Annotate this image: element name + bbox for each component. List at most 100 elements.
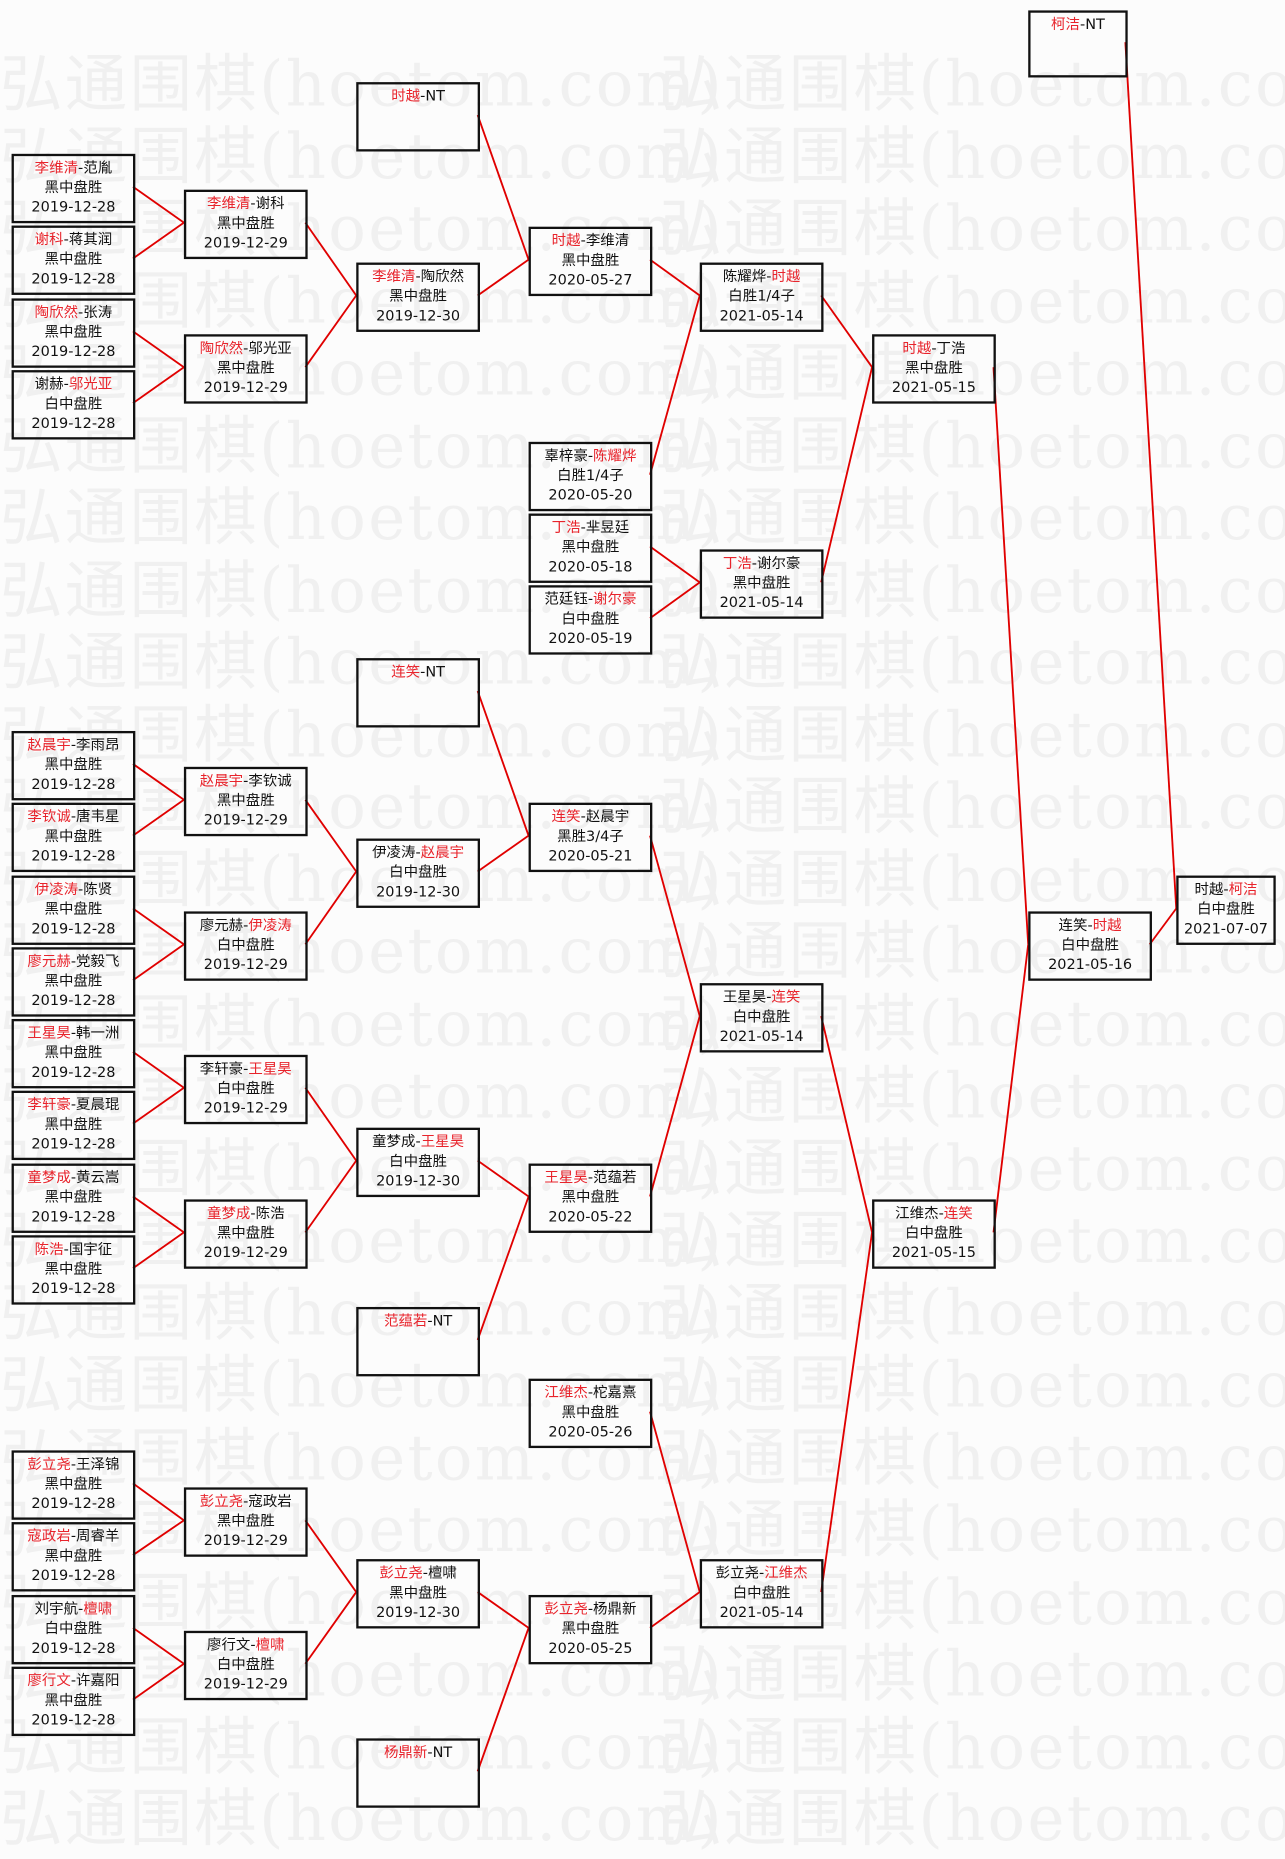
player-white: 江维杰 xyxy=(764,1563,808,1582)
match-box[interactable]: 童梦成-王星昊 白中盘胜 2019-12-30 xyxy=(356,1127,480,1198)
match-box[interactable]: 李维清-谢科 黑中盘胜 2019-12-29 xyxy=(183,189,308,260)
match-box[interactable]: 李维清-陶欣然 黑中盘胜 2019-12-30 xyxy=(356,262,480,332)
connector-line xyxy=(477,834,530,873)
match-box[interactable]: 时越-NT xyxy=(356,82,480,152)
match-box[interactable]: 范廷钰-谢尔豪 白中盘胜 2020-05-19 xyxy=(528,585,653,655)
match-box[interactable]: 柯洁-NT xyxy=(1028,10,1128,78)
match-box[interactable]: 彭立尧-檀啸 黑中盘胜 2019-12-30 xyxy=(356,1559,480,1629)
player-black: 连笑 xyxy=(1058,916,1088,934)
match-date: 2019-12-28 xyxy=(31,197,116,216)
match-box[interactable]: 杨鼎新-NT xyxy=(356,1738,480,1808)
match-box[interactable]: 时越-柯洁 白中盘胜 2021-07-07 xyxy=(1176,875,1276,945)
match-players: 彭立尧-寇政岩 xyxy=(186,1491,305,1511)
player-white: 国宇征 xyxy=(68,1239,113,1258)
match-box[interactable]: 彭立尧-江维杰 白中盘胜 2021-05-14 xyxy=(699,1559,824,1629)
match-box[interactable]: 童梦成-陈浩 黑中盘胜 2019-12-29 xyxy=(183,1199,308,1269)
match-box[interactable]: 李轩豪-王星昊 白中盘胜 2019-12-29 xyxy=(183,1054,308,1125)
match-players: 谢赫-邬光亚 xyxy=(14,374,133,394)
match-box[interactable]: 辜梓豪-陈耀烨 白胜1/4子 2020-05-20 xyxy=(528,441,653,512)
match-box[interactable]: 陈耀烨-时越 白胜1/4子 2021-05-14 xyxy=(699,262,824,332)
match-box[interactable]: 童梦成-黄云嵩 黑中盘胜 2019-12-28 xyxy=(11,1163,136,1233)
match-box[interactable]: 陈浩-国宇征 黑中盘胜 2019-12-28 xyxy=(11,1235,136,1305)
match-box[interactable]: 赵晨宇-李钦诚 黑中盘胜 2019-12-29 xyxy=(183,766,308,837)
connector-line xyxy=(132,221,185,260)
player-black: 刘宇航 xyxy=(34,1599,79,1617)
match-box[interactable]: 连笑-赵晨宇 黑胜3/4子 2020-05-21 xyxy=(528,802,653,873)
match-box[interactable]: 范蕴若-NT xyxy=(356,1306,480,1377)
match-date: 2020-05-26 xyxy=(548,1422,633,1440)
match-result: 白胜1/4子 xyxy=(557,466,624,484)
match-box[interactable]: 谢赫-邬光亚 白中盘胜 2019-12-28 xyxy=(11,370,136,440)
connector-line xyxy=(820,294,873,368)
match-players: 廖行文-许嘉阳 xyxy=(14,1670,133,1690)
player-white: 时越 xyxy=(1092,916,1122,934)
match-box[interactable]: 陶欣然-邬光亚 黑中盘胜 2019-12-29 xyxy=(183,334,308,404)
match-box[interactable]: 廖元赫-伊凌涛 白中盘胜 2019-12-29 xyxy=(183,911,308,981)
player-black: 廖行文 xyxy=(27,1671,71,1689)
player-black: 丁浩 xyxy=(722,554,752,572)
player-white: NT xyxy=(1085,15,1105,33)
match-box[interactable]: 彭立尧-王泽锦 黑中盘胜 2019-12-28 xyxy=(11,1450,136,1520)
separator: - xyxy=(243,771,249,789)
player-black: 王星昊 xyxy=(544,1168,588,1186)
separator: - xyxy=(427,1742,433,1761)
match-date: 2019-12-28 xyxy=(31,1062,116,1081)
match-box[interactable]: 伊凌涛-陈贤 黑中盘胜 2019-12-28 xyxy=(11,875,136,945)
player-black: 时越 xyxy=(1194,880,1224,898)
separator: - xyxy=(420,662,426,681)
match-result: 黑中盘胜 xyxy=(44,1259,103,1277)
match-box[interactable]: 连笑-时越 白中盘胜 2021-05-16 xyxy=(1028,911,1152,981)
connector-line xyxy=(649,545,701,584)
player-white: 韩一洲 xyxy=(76,1023,120,1041)
player-black: 时越 xyxy=(902,338,932,357)
player-black: 连笑 xyxy=(551,807,581,825)
match-box[interactable]: 寇政岩-周睿羊 黑中盘胜 2019-12-28 xyxy=(11,1522,136,1592)
match-box[interactable]: 李轩豪-夏晨琨 黑中盘胜 2019-12-28 xyxy=(11,1090,136,1161)
match-box[interactable]: 谢科-蒋其润 黑中盘胜 2019-12-28 xyxy=(11,225,136,295)
match-box[interactable]: 彭立尧-寇政岩 黑中盘胜 2019-12-29 xyxy=(183,1487,308,1557)
match-players: 陈浩-国宇征 xyxy=(14,1239,133,1259)
separator: - xyxy=(70,1671,77,1689)
match-date: 2019-12-29 xyxy=(203,1531,288,1549)
match-box[interactable]: 丁浩-芈昱廷 黑中盘胜 2020-05-18 xyxy=(528,513,653,583)
match-box[interactable]: 彭立尧-杨鼎新 黑中盘胜 2020-05-25 xyxy=(528,1594,653,1665)
match-box[interactable]: 王星昊-韩一洲 黑中盘胜 2019-12-28 xyxy=(11,1018,136,1089)
match-box[interactable]: 李钦诚-唐韦星 黑中盘胜 2019-12-28 xyxy=(11,802,136,873)
player-white: 谢科 xyxy=(255,194,285,212)
player-white: 范胤 xyxy=(83,158,113,176)
match-players: 丁浩-谢尔豪 xyxy=(702,553,821,573)
match-box[interactable]: 廖行文-檀啸 白中盘胜 2019-12-29 xyxy=(183,1630,308,1701)
match-date: 2021-05-15 xyxy=(891,378,976,396)
match-box[interactable]: 丁浩-谢尔豪 黑中盘胜 2021-05-14 xyxy=(699,549,824,619)
separator: - xyxy=(243,916,249,934)
match-box[interactable]: 陶欣然-张涛 黑中盘胜 2019-12-28 xyxy=(11,298,136,368)
separator: - xyxy=(70,1023,77,1041)
match-result: 黑中盘胜 xyxy=(561,1402,620,1421)
match-box[interactable]: 时越-丁浩 黑中盘胜 2021-05-15 xyxy=(872,334,996,404)
match-box[interactable]: 伊凌涛-赵晨宇 白中盘胜 2019-12-30 xyxy=(356,838,480,908)
match-box[interactable]: 李维清-范胤 黑中盘胜 2019-12-28 xyxy=(11,153,136,224)
match-result: 白中盘胜 xyxy=(732,1583,791,1601)
match-result: 黑中盘胜 xyxy=(905,358,963,376)
match-box[interactable]: 赵晨宇-李雨昂 黑中盘胜 2019-12-28 xyxy=(11,730,136,801)
match-box[interactable]: 廖行文-许嘉阳 黑中盘胜 2019-12-28 xyxy=(11,1666,136,1737)
match-result: 黑中盘胜 xyxy=(44,1114,103,1133)
match-date: 2019-12-28 xyxy=(31,991,116,1009)
match-box[interactable]: 王星昊-范蕴若 黑中盘胜 2020-05-22 xyxy=(528,1163,653,1233)
match-players: 廖元赫-伊凌涛 xyxy=(186,915,305,935)
match-box[interactable]: 连笑-NT xyxy=(356,658,480,728)
match-box[interactable]: 江维杰-连笑 白中盘胜 2021-05-15 xyxy=(872,1199,996,1269)
connector-line xyxy=(476,1196,530,1341)
match-box[interactable]: 王星昊-连笑 白中盘胜 2021-05-14 xyxy=(699,983,824,1053)
match-box[interactable]: 江维杰-柁嘉熹 黑中盘胜 2020-05-26 xyxy=(528,1378,653,1449)
bracket-connectors xyxy=(132,42,1178,1772)
match-result: 白中盘胜 xyxy=(216,1079,275,1097)
match-box[interactable]: 廖元赫-党毅飞 黑中盘胜 2019-12-28 xyxy=(11,947,136,1017)
match-players: 李轩豪-夏晨琨 xyxy=(14,1094,133,1114)
match-box[interactable]: 刘宇航-檀啸 白中盘胜 2019-12-28 xyxy=(11,1594,136,1665)
match-box[interactable]: 时越-李维清 黑中盘胜 2020-05-27 xyxy=(528,226,653,297)
separator: - xyxy=(422,1563,428,1582)
connector-line xyxy=(132,907,185,946)
match-result: 白中盘胜 xyxy=(561,609,620,627)
connector-line xyxy=(304,222,357,297)
